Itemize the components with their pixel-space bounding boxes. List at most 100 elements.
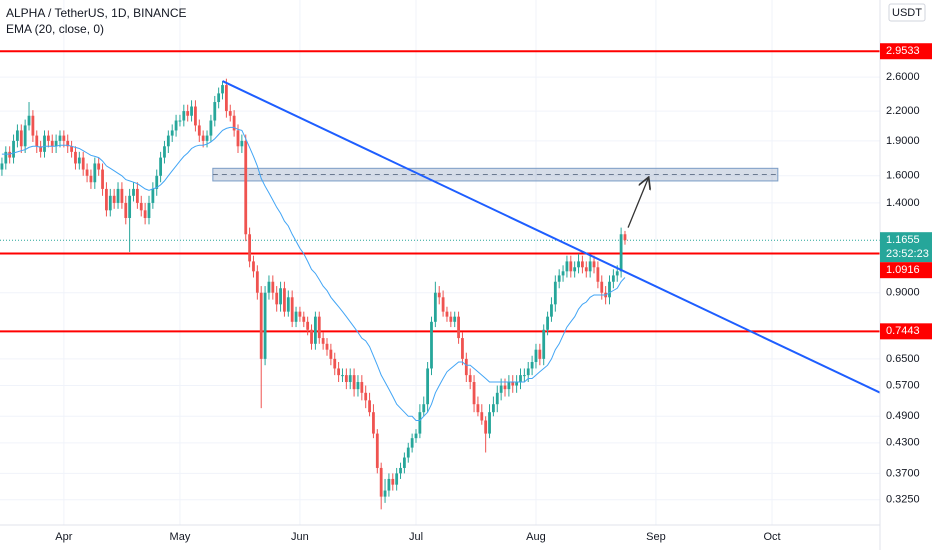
candle-body	[372, 412, 375, 434]
y-tick-label: 0.5700	[886, 379, 920, 391]
candle-body	[550, 304, 553, 317]
level-label-box	[880, 323, 932, 340]
candle-body	[310, 329, 313, 344]
candle-body	[356, 382, 360, 390]
candle-body	[286, 297, 290, 312]
candle-body	[414, 433, 418, 439]
candle-body	[511, 382, 515, 386]
candle-body	[325, 343, 329, 350]
candle-body	[306, 321, 310, 330]
candle-body	[588, 261, 592, 272]
candle-body	[457, 316, 460, 339]
candle-body	[147, 202, 151, 218]
arrow	[627, 178, 648, 228]
plot-area	[0, 50, 880, 510]
candle-body	[228, 111, 232, 116]
candle-body	[279, 288, 282, 305]
candle-body	[8, 151, 12, 158]
candle-body	[352, 375, 356, 390]
candle-body	[132, 188, 135, 196]
candle-body	[58, 135, 62, 141]
candle-body	[488, 412, 491, 434]
candle-body	[596, 267, 600, 282]
level-label: 2.9533	[886, 45, 920, 57]
candle-body	[77, 157, 81, 164]
candle-body	[492, 404, 495, 413]
candle-body	[31, 115, 35, 136]
candle-body	[54, 140, 58, 147]
x-tick-label: Aug	[526, 531, 546, 543]
candle-body	[484, 420, 488, 434]
trendline	[222, 80, 880, 394]
indicator-label: EMA (20, close, 0)	[6, 22, 104, 36]
candle-body	[375, 433, 379, 468]
level-label-box	[880, 43, 932, 60]
candle-body	[534, 349, 538, 363]
candle-body	[542, 329, 546, 359]
candle-body	[267, 281, 271, 293]
candle-body	[190, 106, 193, 116]
x-tick-label: Sep	[646, 531, 666, 543]
last-price-label: 1.1655	[886, 234, 920, 246]
candle-body	[360, 382, 364, 393]
candle-body	[472, 382, 476, 405]
candle-body	[476, 404, 480, 413]
candle-body	[368, 400, 371, 413]
y-tick-label: 1.4000	[886, 197, 920, 209]
candle-body	[182, 111, 186, 121]
candle-body	[577, 261, 580, 268]
candle-body	[522, 375, 526, 377]
candle-body	[283, 288, 286, 312]
candle-body	[433, 292, 437, 322]
candle-body	[197, 125, 201, 136]
candle-body	[581, 261, 584, 268]
candle-body	[143, 210, 147, 218]
candle-body	[321, 338, 325, 344]
candle-body	[151, 188, 155, 203]
candle-body	[379, 467, 383, 497]
candle-body	[464, 358, 468, 376]
candle-body	[108, 195, 112, 211]
candle-body	[615, 271, 619, 276]
candle-body	[209, 120, 213, 136]
y-tick-label: 2.2000	[886, 105, 920, 117]
candle-body	[97, 163, 101, 170]
candle-body	[565, 261, 569, 272]
candle-body	[623, 234, 627, 241]
candle-body	[317, 316, 321, 339]
candle-body	[39, 146, 43, 152]
candle-body	[592, 261, 596, 268]
currency-label: USDT	[892, 7, 922, 19]
candle-body	[236, 130, 240, 147]
candle-body	[584, 267, 588, 272]
candle-body	[166, 135, 170, 147]
candle-body	[302, 316, 306, 322]
axes: 2.6000 2.2000 1.9000 1.6000 1.4000 0.9000 0.65…	[55, 43, 932, 543]
chart-title: ALPHA / TetherUS, 1D, BINANCE	[6, 6, 187, 20]
candle-body	[43, 135, 46, 152]
candle-body	[74, 151, 77, 164]
candle-body	[135, 188, 139, 203]
candle-body	[546, 316, 549, 330]
candle-body	[298, 311, 302, 317]
candle-body	[337, 368, 341, 376]
candle-body	[105, 188, 108, 211]
y-tick-label: 1.9000	[886, 135, 920, 147]
candle-body	[46, 135, 50, 141]
candle-body	[441, 297, 445, 312]
candle-body	[194, 106, 197, 126]
candle-body	[116, 188, 120, 203]
candle-body	[248, 234, 252, 262]
candle-body	[480, 412, 484, 421]
candle-body	[344, 375, 348, 383]
candle-body	[101, 169, 104, 189]
candle-body	[120, 188, 124, 203]
candle-body	[4, 151, 8, 164]
currency-box[interactable]	[888, 3, 926, 22]
candle-body	[16, 130, 19, 141]
candle-body	[410, 438, 414, 448]
candle-body	[402, 457, 406, 468]
y-tick-label: 2.6000	[886, 71, 920, 83]
candle-body	[503, 385, 507, 390]
